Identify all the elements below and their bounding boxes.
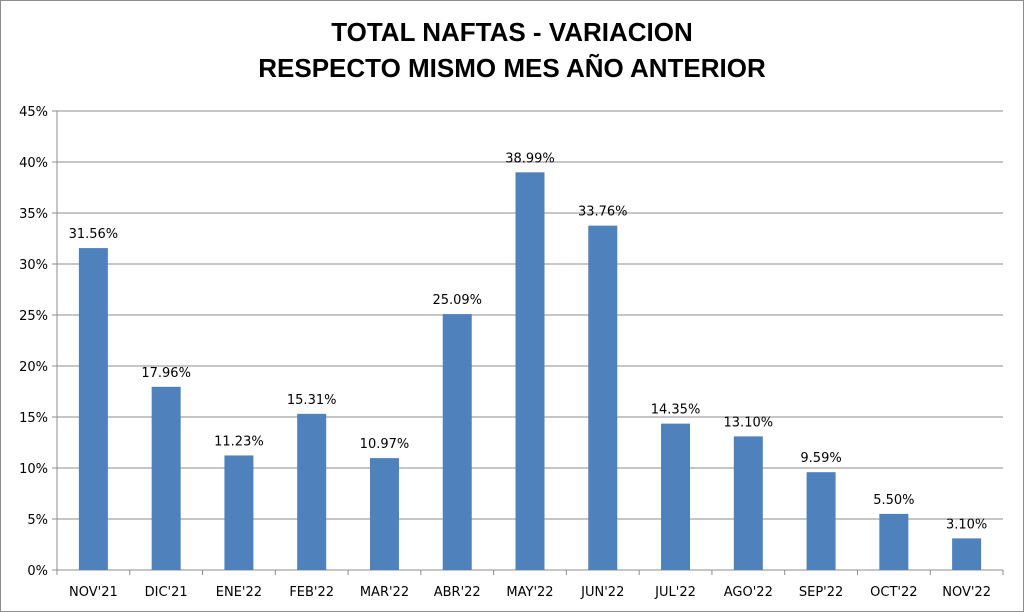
x-tick-label: FEB'22 [289, 585, 334, 600]
data-label: 11.23% [214, 434, 264, 449]
x-tick-label: DIC'21 [145, 585, 188, 600]
y-tick-label: 30% [19, 258, 48, 273]
data-label: 15.31% [287, 393, 337, 408]
bar [588, 225, 618, 570]
data-label: 33.76% [578, 205, 628, 220]
y-tick-label: 40% [19, 156, 48, 171]
data-label: 9.59% [800, 451, 841, 466]
x-tick-label: ABR'22 [434, 585, 481, 600]
bar [515, 172, 545, 570]
data-label: 31.56% [69, 227, 119, 242]
data-label: 13.10% [724, 415, 774, 430]
bar [369, 458, 399, 570]
x-tick-label: OCT'22 [870, 585, 917, 600]
data-label: 3.10% [946, 517, 987, 532]
bar [806, 472, 836, 570]
x-tick-label: NOV'22 [942, 585, 991, 600]
bar [78, 248, 108, 570]
chart-title-line-1: TOTAL NAFTAS - VARIACION [331, 17, 693, 47]
y-tick-label: 15% [19, 411, 48, 426]
x-tick-label: JUN'22 [580, 585, 624, 600]
y-tick-label: 35% [19, 207, 48, 222]
bar [151, 386, 181, 570]
data-label: 10.97% [360, 437, 410, 452]
y-tick-label: 5% [27, 513, 48, 528]
data-label: 25.09% [432, 293, 482, 308]
bar [879, 513, 909, 570]
x-tick-label: ENE'22 [216, 585, 262, 600]
x-tick-label: AGO'22 [724, 585, 773, 600]
bar [297, 413, 327, 570]
bar [224, 455, 254, 570]
x-tick-label: MAY'22 [506, 585, 553, 600]
y-tick-label: 20% [19, 360, 48, 375]
x-tick-label: NOV'21 [69, 585, 118, 600]
bar [952, 538, 982, 570]
x-tick-label: JUL'22 [654, 585, 696, 600]
bar [733, 436, 763, 570]
chart-title-line-2: RESPECTO MISMO MES AÑO ANTERIOR [258, 53, 766, 83]
x-tick-label: MAR'22 [360, 585, 409, 600]
y-tick-label: 0% [27, 564, 48, 579]
y-tick-label: 10% [19, 462, 48, 477]
data-label: 38.99% [505, 151, 555, 166]
bar [661, 423, 691, 570]
data-label: 14.35% [651, 403, 701, 418]
y-tick-label: 25% [19, 309, 48, 324]
x-tick-label: SEP'22 [799, 585, 843, 600]
y-tick-label: 45% [19, 105, 48, 120]
chart-title: TOTAL NAFTAS - VARIACION RESPECTO MISMO … [0, 14, 1024, 86]
data-label: 17.96% [141, 366, 191, 381]
data-label: 5.50% [873, 493, 914, 508]
bar [442, 314, 472, 570]
